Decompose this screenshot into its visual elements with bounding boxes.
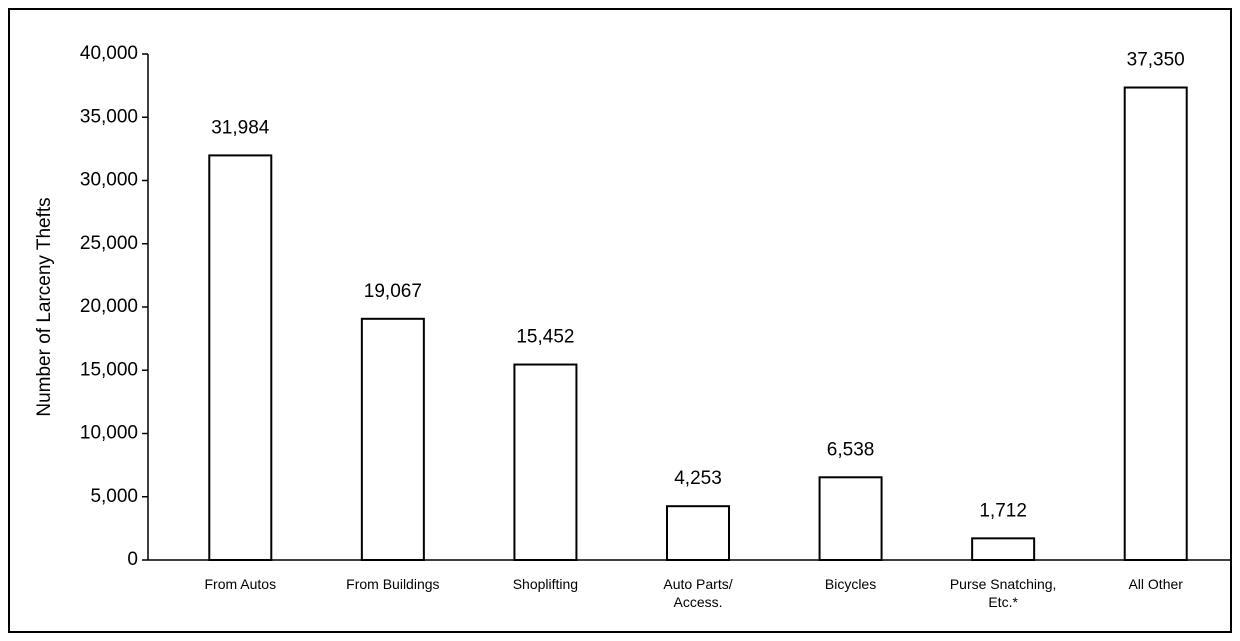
y-tick-label: 10,000 [80, 423, 138, 444]
bar [971, 537, 1036, 561]
y-tick-label: 0 [127, 549, 138, 570]
bar [1123, 86, 1188, 562]
y-tick-label: 25,000 [80, 233, 138, 254]
x-tick-label: All Other [1128, 576, 1183, 592]
y-tick-label: 5,000 [90, 486, 138, 507]
x-tick-label: Purse Snatching, Etc.* [949, 576, 1057, 610]
value-label: 1,712 [979, 500, 1027, 521]
bar [818, 476, 883, 562]
value-label: 31,984 [211, 117, 270, 138]
y-tick-label: 15,000 [80, 359, 138, 380]
value-label: 15,452 [516, 327, 574, 348]
value-label: 6,538 [827, 439, 875, 460]
x-tick-label: Auto Parts/ Access. [663, 576, 733, 610]
value-label: 4,253 [674, 468, 722, 489]
bar [513, 363, 578, 561]
y-tick-label: 30,000 [80, 170, 138, 191]
frame [8, 8, 1232, 633]
bar [360, 317, 425, 562]
x-tick-label: Bicycles [824, 576, 877, 592]
x-tick-label: Shoplifting [512, 576, 579, 592]
x-tick-label: From Buildings [346, 576, 440, 592]
y-tick-label: 40,000 [80, 43, 138, 64]
value-label: 37,350 [1127, 50, 1185, 71]
value-label: 19,067 [364, 281, 422, 302]
bar [666, 505, 730, 562]
y-tick-label: 35,000 [80, 106, 138, 127]
bar [208, 154, 273, 561]
x-tick-label: From Autos [204, 576, 277, 592]
y-tick-label: 20,000 [80, 296, 138, 317]
y-axis-label: Number of Larceny Thefts [34, 197, 55, 416]
